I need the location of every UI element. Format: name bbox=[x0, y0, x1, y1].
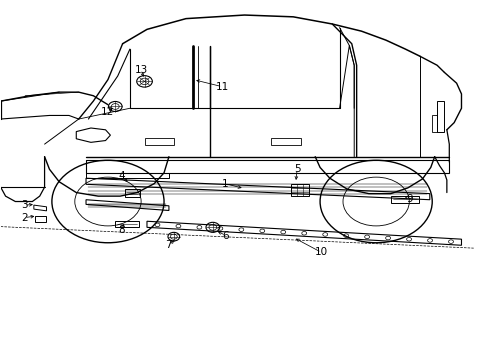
Text: 7: 7 bbox=[165, 240, 172, 250]
Text: 12: 12 bbox=[100, 107, 113, 117]
Text: 2: 2 bbox=[21, 213, 27, 222]
Text: 6: 6 bbox=[222, 231, 229, 240]
Text: 9: 9 bbox=[405, 194, 412, 204]
Text: 5: 5 bbox=[293, 164, 300, 174]
Text: 4: 4 bbox=[118, 171, 124, 181]
Text: 10: 10 bbox=[314, 247, 327, 257]
Text: 8: 8 bbox=[118, 225, 124, 235]
Text: 1: 1 bbox=[221, 179, 228, 189]
Text: 11: 11 bbox=[216, 82, 229, 92]
Text: 3: 3 bbox=[21, 200, 27, 210]
Text: 13: 13 bbox=[134, 64, 147, 75]
